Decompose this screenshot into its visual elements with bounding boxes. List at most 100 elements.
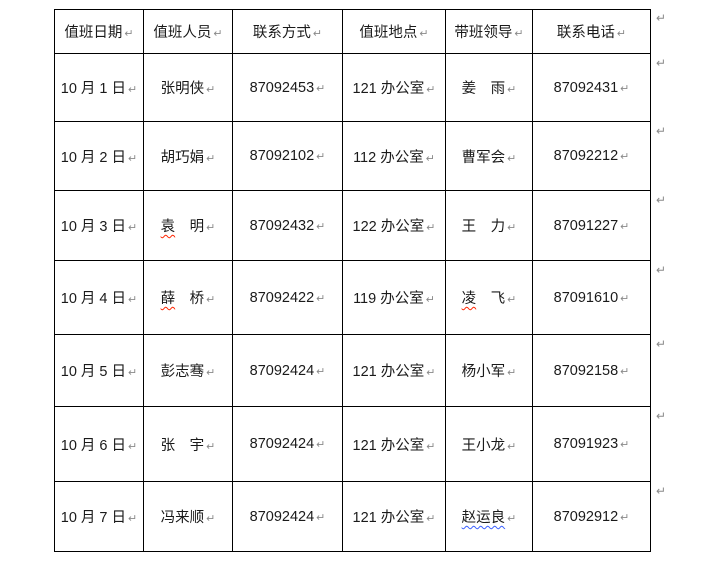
end-of-cell-mark: ↵ bbox=[426, 440, 436, 453]
cell-leader[interactable]: 赵运良 ↵ bbox=[445, 481, 533, 552]
cell-person[interactable]: 彭志骞 ↵ bbox=[143, 334, 233, 407]
cell-text: 87092424 bbox=[249, 436, 315, 452]
end-of-cell-mark: ↵ bbox=[507, 294, 517, 306]
table-row: 10 月 6 日 ↵ 张 宇 ↵ 87092424 ↵ 121 办公室 ↵ 王小龙 ↵ 8… bbox=[54, 406, 651, 482]
cell-contact[interactable]: 87092424 ↵ bbox=[232, 334, 343, 407]
cell-person[interactable]: 薛 桥 ↵ bbox=[143, 260, 233, 335]
cell-text: 87092424 bbox=[249, 362, 315, 379]
cell-phone[interactable]: 87092158 ↵ bbox=[532, 334, 651, 407]
end-of-cell-mark: ↵ bbox=[620, 82, 630, 95]
cell-leader[interactable]: 王小龙 ↵ bbox=[445, 406, 533, 482]
cell-contact[interactable]: 87092424 ↵ bbox=[232, 406, 343, 482]
cell-location[interactable]: 122 办公室 ↵ bbox=[342, 190, 446, 261]
end-of-cell-mark: ↵ bbox=[206, 152, 216, 165]
cell-date[interactable]: 10 月 1 日 ↵ bbox=[54, 53, 144, 122]
end-of-cell-mark: ↵ bbox=[620, 511, 630, 524]
cell-phone[interactable]: 87092431 ↵ bbox=[532, 53, 651, 122]
cell-contact[interactable]: 87092422 ↵ bbox=[232, 260, 343, 335]
end-of-cell-mark: ↵ bbox=[507, 440, 517, 453]
header-contact[interactable]: 联系方式 ↵ bbox=[232, 9, 343, 54]
cell-person[interactable]: 张明侠 ↵ bbox=[143, 53, 233, 122]
end-of-cell-mark: ↵ bbox=[128, 367, 138, 379]
table-row: 10 月 5 日 ↵ 彭志骞 ↵ 87092424 ↵ 121 办公室 ↵ 杨小军 ↵ 8… bbox=[54, 334, 651, 407]
cell-text: 10 月 4 日 bbox=[60, 291, 127, 307]
cell-phone[interactable]: 87092212 ↵ bbox=[532, 121, 651, 191]
cell-phone[interactable]: 87091227 ↵ bbox=[532, 190, 651, 261]
end-of-cell-mark: ↵ bbox=[206, 222, 216, 234]
cell-text: 87092158 bbox=[553, 362, 619, 379]
end-of-cell-mark: ↵ bbox=[620, 151, 630, 163]
cell-date[interactable]: 10 月 5 日 ↵ bbox=[54, 334, 144, 407]
cell-date[interactable]: 10 月 3 日 ↵ bbox=[54, 190, 144, 261]
header-label: 值班人员 bbox=[153, 25, 212, 41]
end-of-cell-mark: ↵ bbox=[206, 367, 216, 379]
end-of-cell-mark: ↵ bbox=[128, 294, 138, 306]
cell-date[interactable]: 10 月 4 日 ↵ bbox=[54, 260, 144, 335]
cell-text: 彭志骞 bbox=[160, 364, 205, 380]
cell-contact[interactable]: 87092432 ↵ bbox=[232, 190, 343, 261]
header-duty-date[interactable]: 值班日期 ↵ bbox=[54, 9, 144, 54]
end-of-cell-mark: ↵ bbox=[419, 28, 429, 40]
end-of-cell-mark: ↵ bbox=[128, 84, 138, 96]
cell-location[interactable]: 121 办公室 ↵ bbox=[342, 406, 446, 482]
cell-leader[interactable]: 杨小军 ↵ bbox=[445, 334, 533, 407]
cell-leader[interactable]: 姜 雨 ↵ bbox=[445, 53, 533, 122]
cell-contact[interactable]: 87092102 ↵ bbox=[232, 121, 343, 191]
end-of-cell-mark: ↵ bbox=[426, 84, 436, 96]
cell-date[interactable]: 10 月 2 日 ↵ bbox=[54, 121, 144, 191]
end-of-cell-mark: ↵ bbox=[425, 294, 435, 306]
cell-text: 87092912 bbox=[553, 508, 619, 525]
table-row: 10 月 2 日 ↵ 胡巧娟 ↵ 87092102 ↵ 112 办公室 ↵ 曹军会 ↵ 8… bbox=[54, 121, 651, 191]
header-label: 值班日期 bbox=[64, 25, 123, 41]
end-of-cell-mark: ↵ bbox=[620, 365, 630, 378]
cell-location[interactable]: 112 办公室 ↵ bbox=[342, 121, 446, 191]
cell-phone[interactable]: 87091923 ↵ bbox=[532, 406, 651, 482]
cell-phone[interactable]: 87092912 ↵ bbox=[532, 481, 651, 552]
cell-date[interactable]: 10 月 7 日 ↵ bbox=[54, 481, 144, 552]
cell-leader[interactable]: 曹军会 ↵ bbox=[445, 121, 533, 191]
end-of-row-mark: ↵ bbox=[656, 11, 667, 25]
cell-person[interactable]: 张 宇 ↵ bbox=[143, 406, 233, 482]
header-label: 联系方式 bbox=[252, 25, 311, 41]
cell-location[interactable]: 119 办公室 ↵ bbox=[342, 260, 446, 335]
cell-date[interactable]: 10 月 6 日 ↵ bbox=[54, 406, 144, 482]
cell-text: 87092432 bbox=[249, 217, 315, 234]
end-of-cell-mark: ↵ bbox=[507, 152, 517, 165]
end-of-row-mark: ↵ bbox=[656, 124, 667, 138]
cell-person[interactable]: 胡巧娟 ↵ bbox=[143, 121, 233, 191]
cell-text: 10 月 5 日 bbox=[60, 364, 127, 380]
cell-leader[interactable]: 凌 飞 ↵ bbox=[445, 260, 533, 335]
end-of-cell-mark: ↵ bbox=[206, 294, 216, 306]
cell-contact[interactable]: 87092453 ↵ bbox=[232, 53, 343, 122]
cell-leader[interactable]: 王 力 ↵ bbox=[445, 190, 533, 261]
header-label: 带班领导 bbox=[454, 25, 513, 41]
header-duty-location[interactable]: 值班地点 ↵ bbox=[342, 9, 446, 54]
end-of-cell-mark: ↵ bbox=[425, 152, 435, 165]
cell-text: 明 bbox=[175, 219, 205, 235]
end-of-cell-mark: ↵ bbox=[213, 28, 223, 40]
table-row: 10 月 3 日 ↵ 袁 明 ↵ 87092432 ↵ 122 办公室 ↵ 王 力 ↵ 8… bbox=[54, 190, 651, 261]
end-of-cell-mark: ↵ bbox=[128, 152, 138, 165]
end-of-row-mark: ↵ bbox=[656, 337, 667, 351]
cell-person[interactable]: 袁 明 ↵ bbox=[143, 190, 233, 261]
end-of-cell-mark: ↵ bbox=[620, 292, 630, 305]
cell-location[interactable]: 121 办公室 ↵ bbox=[342, 481, 446, 552]
cell-text: 121 办公室 bbox=[352, 364, 425, 380]
cell-contact[interactable]: 87092424 ↵ bbox=[232, 481, 343, 552]
cell-text: 王 力 bbox=[461, 219, 506, 235]
end-of-cell-mark: ↵ bbox=[206, 440, 216, 453]
cell-location[interactable]: 121 办公室 ↵ bbox=[342, 53, 446, 122]
cell-phone[interactable]: 87091610 ↵ bbox=[532, 260, 651, 335]
header-duty-person[interactable]: 值班人员 ↵ bbox=[143, 9, 233, 54]
cell-text: 冯来顺 bbox=[160, 510, 205, 526]
cell-location[interactable]: 121 办公室 ↵ bbox=[342, 334, 446, 407]
end-of-row-mark: ↵ bbox=[656, 409, 667, 423]
cell-text: 87091923 bbox=[553, 436, 619, 452]
cell-text: 119 办公室 bbox=[353, 291, 424, 307]
cell-text: 杨小军 bbox=[461, 364, 506, 380]
header-phone[interactable]: 联系电话 ↵ bbox=[532, 9, 651, 54]
header-leader[interactable]: 带班领导 ↵ bbox=[445, 9, 533, 54]
cell-text: 胡巧娟 bbox=[160, 149, 205, 166]
cell-person[interactable]: 冯来顺 ↵ bbox=[143, 481, 233, 552]
cell-text: 王小龙 bbox=[461, 437, 506, 454]
